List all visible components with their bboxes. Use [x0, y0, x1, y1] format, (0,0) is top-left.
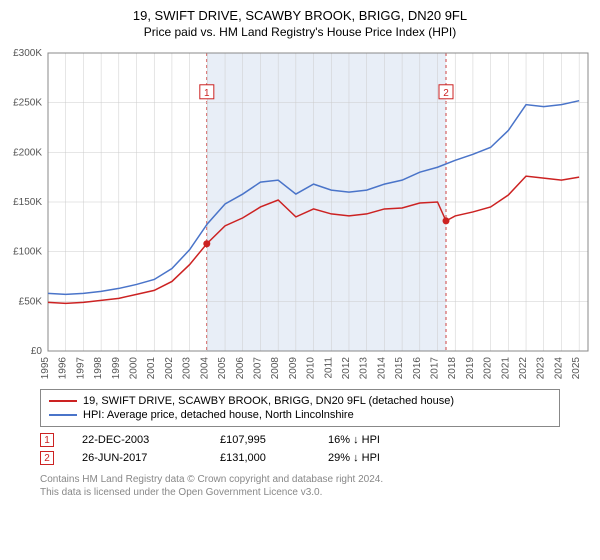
sale-date: 26-JUN-2017: [82, 452, 192, 464]
arrow-down-icon: [353, 452, 359, 464]
chart-subtitle: Price paid vs. HM Land Registry's House …: [0, 23, 600, 43]
svg-text:2010: 2010: [306, 357, 317, 380]
sales-table: 1 22-DEC-2003 £107,995 16% HPI 2 26-JUN-…: [40, 431, 560, 467]
svg-text:2003: 2003: [182, 357, 193, 380]
svg-text:2015: 2015: [394, 357, 405, 380]
svg-text:2025: 2025: [571, 357, 582, 380]
chart-title: 19, SWIFT DRIVE, SCAWBY BROOK, BRIGG, DN…: [0, 0, 600, 23]
svg-text:2023: 2023: [536, 357, 547, 380]
sale-row: 2 26-JUN-2017 £131,000 29% HPI: [40, 449, 560, 467]
svg-text:1996: 1996: [58, 357, 69, 380]
svg-text:2017: 2017: [430, 357, 441, 380]
footer-line: Contains HM Land Registry data © Crown c…: [40, 473, 560, 486]
svg-text:2021: 2021: [500, 357, 511, 380]
arrow-down-icon: [353, 434, 359, 446]
svg-text:2002: 2002: [164, 357, 175, 380]
sale-row: 1 22-DEC-2003 £107,995 16% HPI: [40, 431, 560, 449]
legend-label: HPI: Average price, detached house, Nort…: [83, 409, 354, 421]
line-chart-svg: £0 £50K £100K £150K £200K £250K £300K 1995 1996 1…: [0, 43, 600, 383]
svg-text:£200K: £200K: [13, 147, 42, 158]
svg-text:2012: 2012: [341, 357, 352, 380]
legend-item: HPI: Average price, detached house, Nort…: [49, 408, 551, 422]
svg-text:2006: 2006: [235, 357, 246, 380]
svg-text:£300K: £300K: [13, 48, 42, 59]
svg-text:2013: 2013: [359, 357, 370, 380]
chart-area: £0 £50K £100K £150K £200K £250K £300K 1995 1996 1…: [0, 43, 600, 383]
legend-swatch: [49, 414, 77, 416]
legend-swatch: [49, 400, 77, 402]
svg-text:£100K: £100K: [13, 247, 42, 258]
svg-text:2019: 2019: [465, 357, 476, 380]
svg-text:£250K: £250K: [13, 98, 42, 109]
svg-text:1998: 1998: [93, 357, 104, 380]
svg-text:2005: 2005: [217, 357, 228, 380]
sale-pct: 29% HPI: [328, 452, 380, 464]
svg-text:2022: 2022: [518, 357, 529, 380]
svg-text:2008: 2008: [270, 357, 281, 380]
svg-text:1: 1: [204, 88, 210, 99]
sale-marker-icon: 1: [40, 433, 54, 447]
svg-text:2018: 2018: [447, 357, 458, 380]
sale-pct: 16% HPI: [328, 434, 380, 446]
svg-text:2020: 2020: [483, 357, 494, 380]
svg-text:2007: 2007: [252, 357, 263, 380]
svg-text:1997: 1997: [75, 357, 86, 380]
svg-text:1999: 1999: [111, 357, 122, 380]
svg-text:2: 2: [443, 88, 449, 99]
svg-text:2001: 2001: [146, 357, 157, 380]
svg-text:2011: 2011: [323, 357, 334, 379]
legend-item: 19, SWIFT DRIVE, SCAWBY BROOK, BRIGG, DN…: [49, 394, 551, 408]
svg-text:2000: 2000: [129, 357, 140, 380]
svg-text:2016: 2016: [412, 357, 423, 380]
svg-text:£50K: £50K: [19, 296, 43, 307]
svg-text:2014: 2014: [376, 357, 387, 380]
svg-text:2024: 2024: [553, 357, 564, 380]
footer-attribution: Contains HM Land Registry data © Crown c…: [40, 473, 560, 499]
sale-marker-icon: 2: [40, 451, 54, 465]
legend-label: 19, SWIFT DRIVE, SCAWBY BROOK, BRIGG, DN…: [83, 395, 454, 407]
footer-line: This data is licensed under the Open Gov…: [40, 486, 560, 499]
sale-price: £131,000: [220, 452, 300, 464]
svg-text:1995: 1995: [40, 357, 51, 380]
sale-price: £107,995: [220, 434, 300, 446]
sale-date: 22-DEC-2003: [82, 434, 192, 446]
legend: 19, SWIFT DRIVE, SCAWBY BROOK, BRIGG, DN…: [40, 389, 560, 427]
svg-text:2009: 2009: [288, 357, 299, 380]
svg-text:£0: £0: [31, 346, 43, 357]
svg-text:£150K: £150K: [13, 197, 42, 208]
svg-text:2004: 2004: [199, 357, 210, 380]
